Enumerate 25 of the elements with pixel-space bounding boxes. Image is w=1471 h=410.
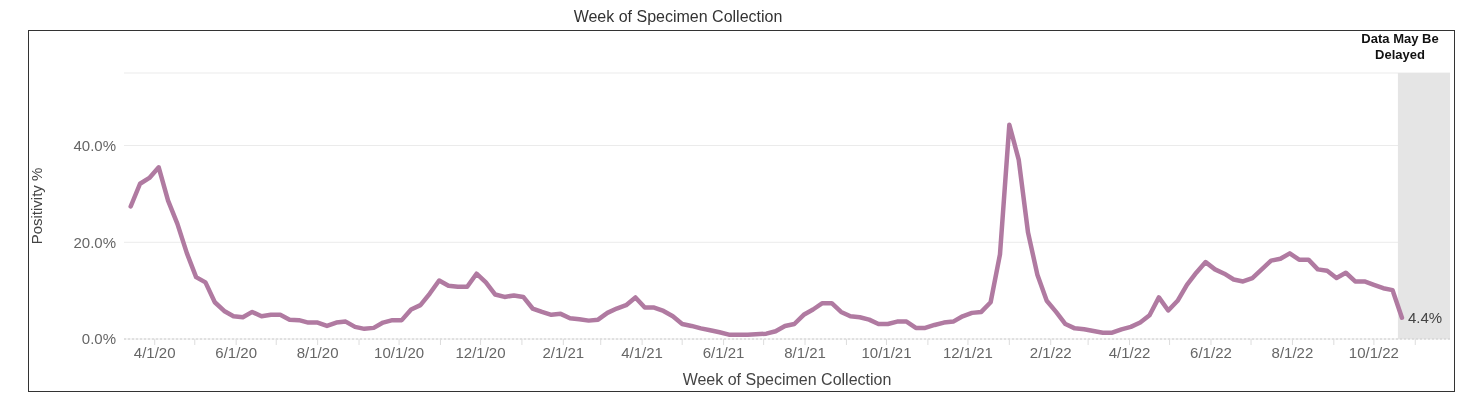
y-tick-label: 40.0% xyxy=(73,136,116,154)
x-tick-label: 10/1/21 xyxy=(861,343,912,361)
x-tick-label: 10/1/20 xyxy=(374,343,425,361)
line-series xyxy=(128,122,1405,337)
x-tick-label: 2/1/22 xyxy=(1029,343,1072,361)
x-tick-label: 6/1/21 xyxy=(702,343,745,361)
x-tick-label: 8/1/20 xyxy=(296,343,339,361)
band-label: Data May Be Delayed xyxy=(1361,31,1439,62)
x-tick-label: 10/1/22 xyxy=(1348,343,1399,361)
x-tick-label: 6/1/22 xyxy=(1190,343,1232,361)
x-tick-label: 4/1/21 xyxy=(621,343,663,361)
x-tick-label: 8/1/21 xyxy=(784,343,826,361)
x-axis-title: Week of Specimen Collection xyxy=(682,371,892,388)
x-tick-label: 4/1/22 xyxy=(1108,343,1151,361)
x-tick-label: 2/1/21 xyxy=(542,343,585,361)
y-tick-label: 0.0% xyxy=(81,330,116,348)
x-tick-label: 12/1/21 xyxy=(942,343,993,361)
chart-title: Week of Specimen Collection xyxy=(572,8,784,27)
x-tick-label: 8/1/22 xyxy=(1271,343,1314,361)
annotation: 4.4% xyxy=(1407,309,1443,327)
x-tick-label: 12/1/20 xyxy=(455,343,506,361)
x-tick-label: 4/1/20 xyxy=(133,343,176,361)
y-axis-title: Positivity % xyxy=(28,167,46,245)
x-tick-label: 6/1/20 xyxy=(215,343,258,361)
y-tick-label: 20.0% xyxy=(73,233,116,251)
